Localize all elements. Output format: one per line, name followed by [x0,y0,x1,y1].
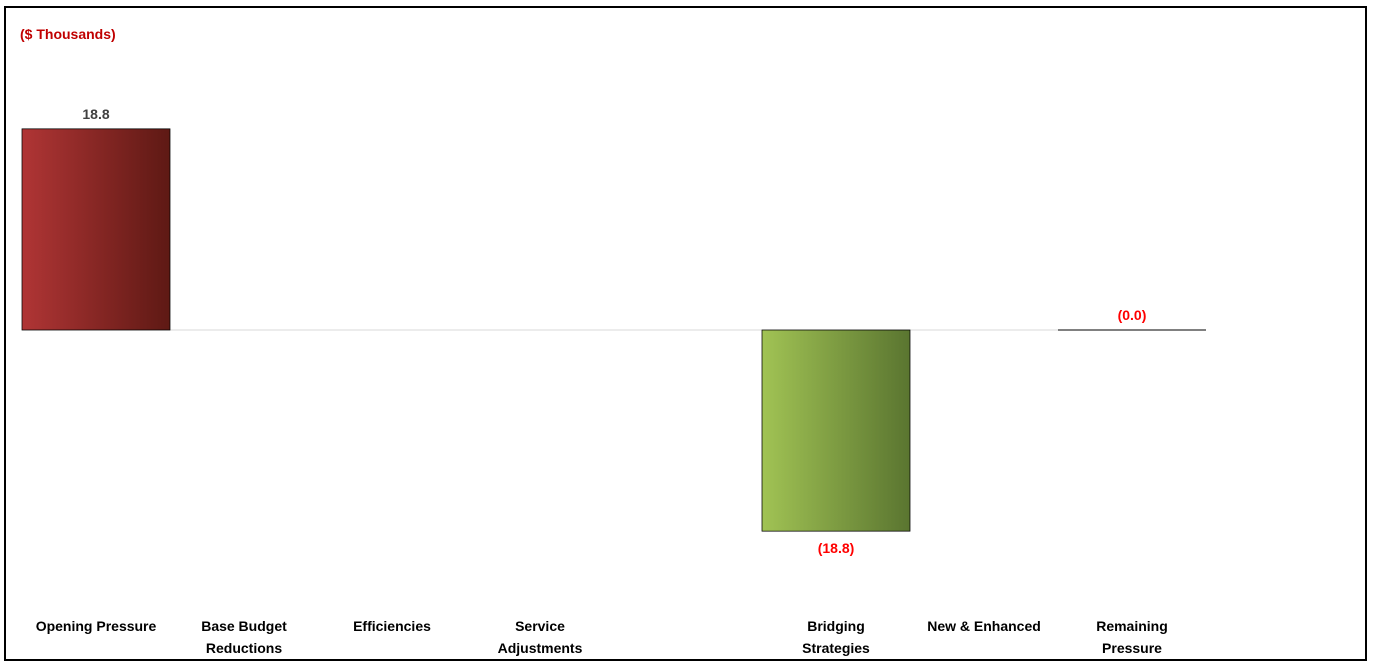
x-tick-label-5: Bridging Strategies [802,618,870,656]
x-tick-label-1: Base Budget Reductions [201,618,287,656]
x-tick-label-2: Efficiencies [353,618,431,634]
x-tick-label-3: Service Adjustments [498,618,583,656]
waterfall-chart: 18.8 (18.8) (0.0) Opening Pressure Base Bud… [21,106,1206,656]
bar-0 [21,128,171,331]
data-label-7: (0.0) [1118,307,1147,323]
x-tick-label-7: Remaining Pressure [1096,618,1168,656]
x-tick-label-0: Opening Pressure [36,618,157,634]
units-label: ($ Thousands) [20,26,116,42]
data-label-5: (18.8) [818,540,855,556]
data-label-0: 18.8 [82,106,109,122]
chart-frame: ($ Thousands) 18.8 (18.8) (0.0) Opening Pr… [4,6,1367,661]
x-tick-label-6: New & Enhanced [927,618,1041,634]
bar-5 [761,329,911,532]
